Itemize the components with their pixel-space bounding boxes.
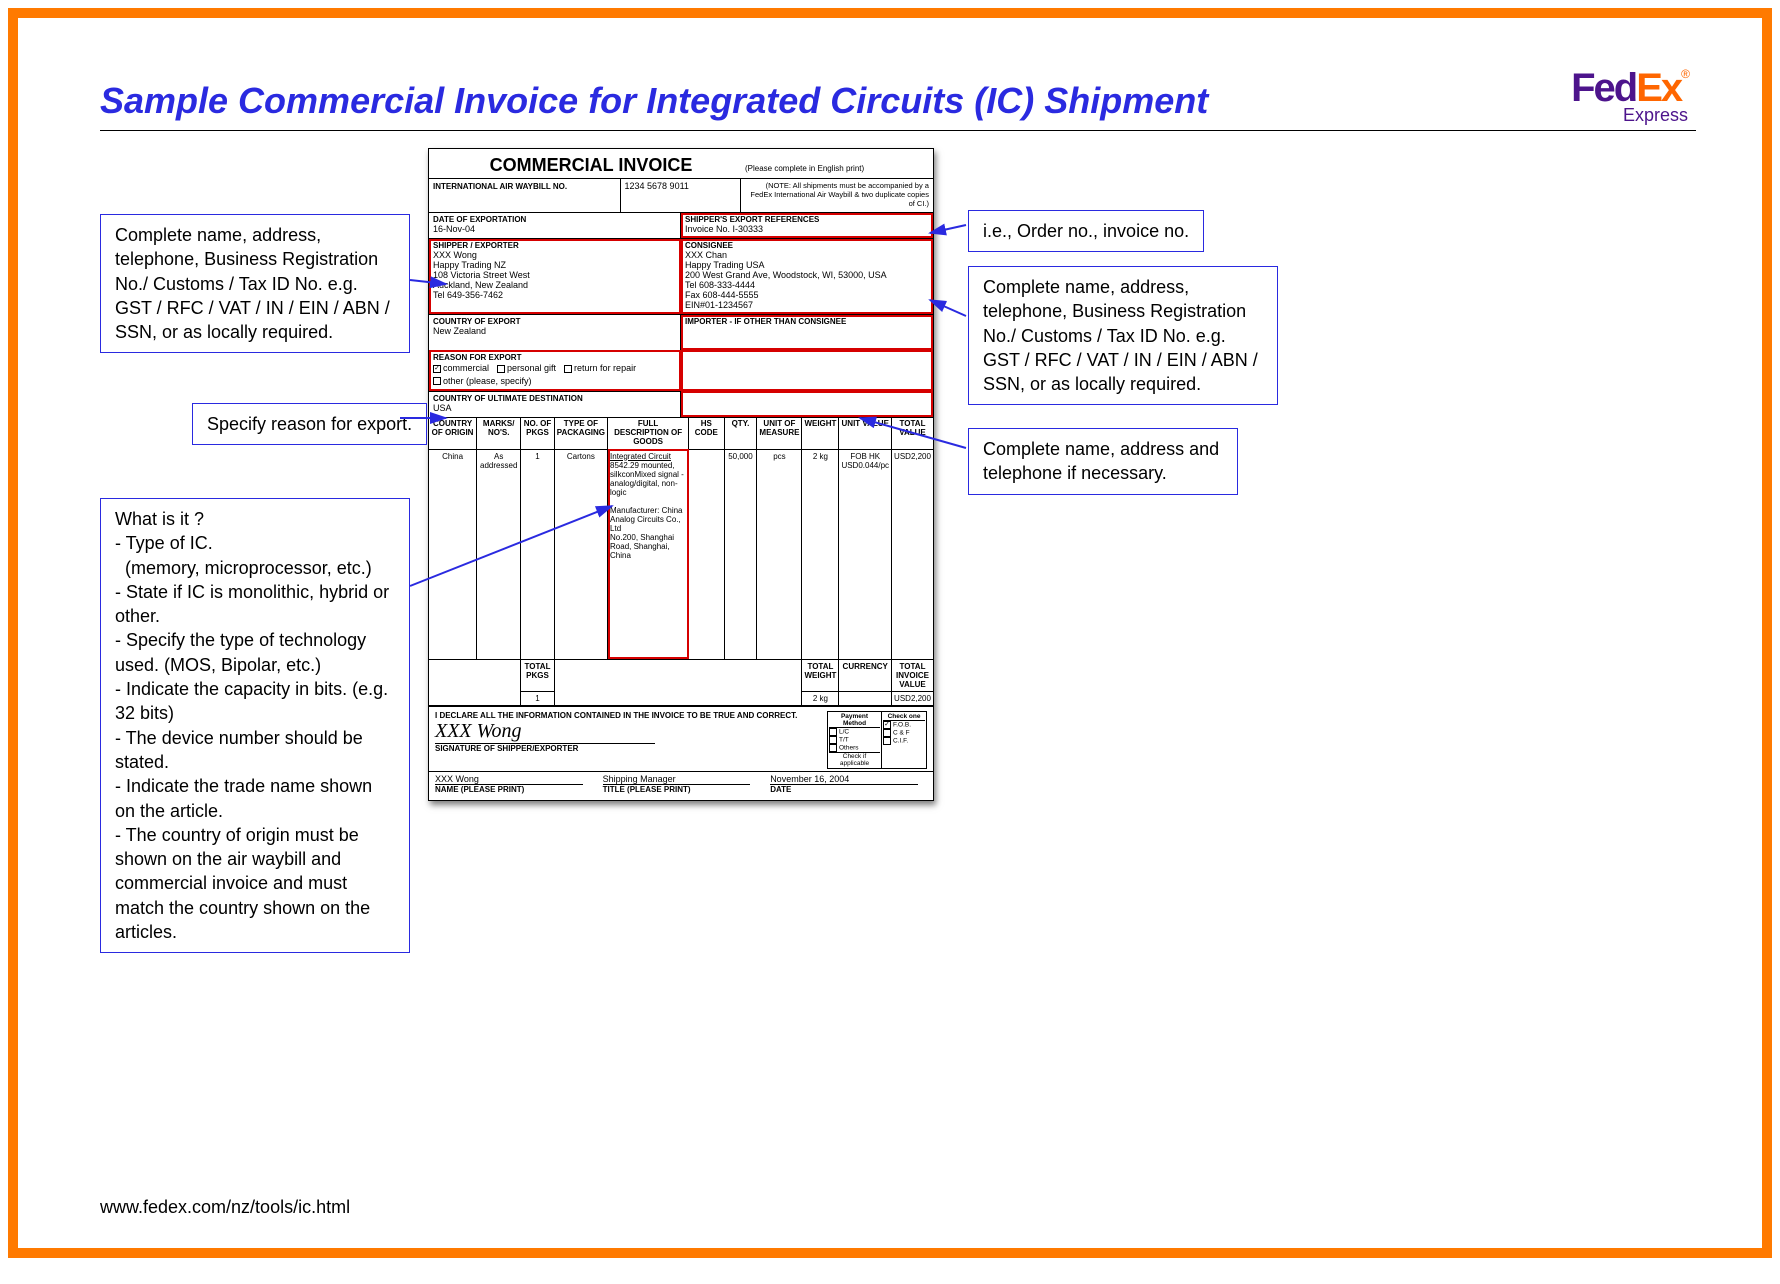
document-frame: Sample Commercial Invoice for Integrated… [8, 8, 1772, 1258]
annotation-arrows [18, 18, 1780, 1284]
source-url: www.fedex.com/nz/tools/ic.html [100, 1197, 350, 1218]
